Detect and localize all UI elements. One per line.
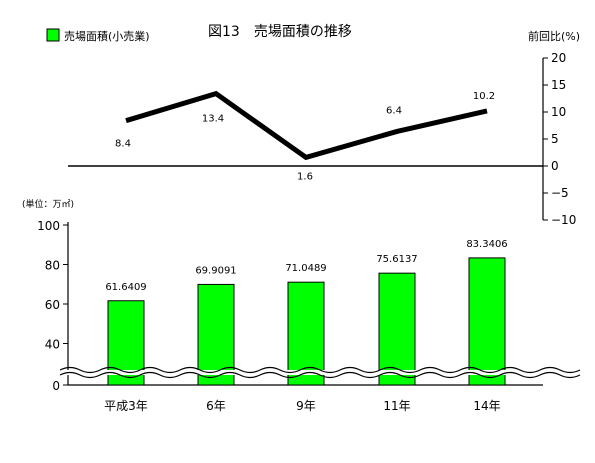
bar (197, 283, 235, 386)
bar-y-tick-label: 60 (45, 298, 60, 312)
line-data-label: 10.2 (473, 91, 495, 102)
category-label: 11年 (383, 399, 410, 413)
line-y-tick-label: 20 (551, 51, 566, 65)
bar (378, 272, 416, 386)
category-labels: 平成3年 6年 9年 11年 14年 (104, 399, 500, 413)
bar (468, 257, 506, 386)
line-y-tick-label: 0 (551, 159, 559, 173)
category-label: 9年 (296, 399, 316, 413)
line-axis-title: 前回比(%) (528, 29, 580, 43)
legend-swatch (46, 28, 60, 42)
line-axis: 20 15 10 5 0 −5 −10 (68, 51, 576, 227)
legend-label: 売場面積(小売業) (64, 29, 150, 43)
category-label: 平成3年 (104, 399, 148, 413)
line-y-tick-label: −10 (551, 213, 576, 227)
chart-title: 図13 売場面積の推移 (208, 24, 352, 40)
axis-break-line (59, 366, 581, 374)
line-y-tick-label: 10 (551, 105, 566, 119)
line-series (125, 90, 488, 161)
bar-unit-label: (単位：万㎡) (22, 198, 74, 210)
bar-data-label: 69.9091 (195, 265, 236, 276)
line-marks: 8.4 13.4 1.6 6.4 10.2 (115, 90, 495, 182)
bar-data-label: 75.6137 (376, 254, 417, 265)
line-data-label: 8.4 (115, 139, 131, 150)
bar-data-label: 83.3406 (466, 239, 507, 250)
axis-break-line (59, 371, 581, 379)
line-y-tick-label: 5 (551, 132, 559, 146)
line-data-label: 13.4 (202, 114, 224, 125)
line-data-label: 1.6 (297, 171, 313, 182)
bar-y-tick-label: 0 (52, 379, 60, 393)
bar-axis: 100 80 60 40 0 (37, 219, 543, 393)
line-data-label: 6.4 (386, 105, 402, 116)
line-y-tick-label: −5 (551, 186, 569, 200)
bar-data-label: 71.0489 (285, 263, 326, 274)
bar-y-tick-label: 80 (45, 259, 60, 273)
bar-y-tick-label: 100 (37, 219, 60, 233)
bar-y-tick-label: 40 (45, 338, 60, 352)
line-y-tick-label: 15 (551, 78, 566, 92)
bar-data-label: 61.6409 (105, 282, 146, 293)
category-label: 14年 (473, 399, 500, 413)
bar-marks: 61.6409 69.9091 71.0489 75.6137 83.3406 (59, 239, 581, 386)
category-label: 6年 (206, 399, 226, 413)
axis-break-band (60, 370, 546, 375)
